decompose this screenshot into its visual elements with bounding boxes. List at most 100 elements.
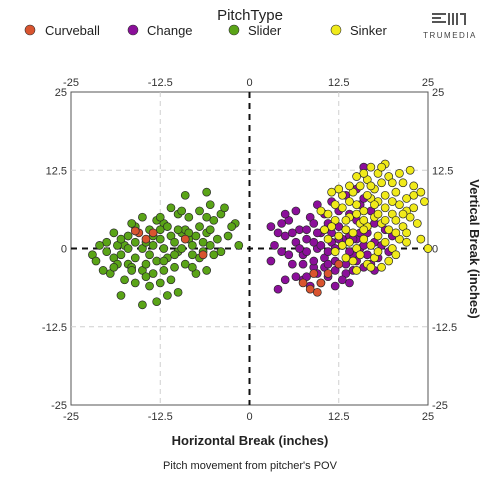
point-change: [291, 272, 301, 282]
y-tick-label-left: 25: [55, 87, 67, 99]
point-sinker: [362, 190, 372, 200]
point-slider: [123, 244, 133, 253]
brand-logo: TRUMEDIA: [423, 13, 475, 40]
point-slider: [234, 241, 244, 250]
point-sinker: [416, 234, 426, 244]
legend-marker-sinker: [330, 24, 342, 36]
point-sinker: [334, 231, 344, 241]
point-sinker: [409, 190, 419, 200]
point-sinker: [359, 225, 369, 235]
point-slider: [155, 278, 165, 288]
point-slider: [145, 250, 154, 260]
point-sinker: [373, 247, 383, 256]
point-slider: [102, 247, 112, 256]
point-sinker: [409, 203, 419, 213]
point-sinker: [395, 169, 404, 178]
point-sinker: [377, 162, 386, 172]
legend-item-slider[interactable]: Slider: [228, 23, 282, 38]
point-slider: [155, 212, 165, 222]
point-sinker: [320, 225, 329, 235]
trumedia-logo-icon: [432, 13, 466, 25]
point-change: [345, 278, 354, 288]
point-sinker: [384, 225, 394, 235]
point-slider: [163, 291, 172, 300]
point-curveball: [198, 250, 208, 260]
point-curveball: [148, 228, 158, 238]
point-sinker: [345, 181, 354, 191]
point-sinker: [398, 209, 408, 219]
point-sinker: [377, 178, 386, 188]
point-change: [277, 247, 286, 256]
point-sinker: [330, 200, 340, 210]
legend-item-change[interactable]: Change: [127, 23, 193, 38]
x-tick-label-top: -25: [63, 77, 79, 89]
point-slider: [163, 222, 172, 231]
y-tick-label-left: 12.5: [46, 165, 67, 177]
legend-item-sinker[interactable]: Sinker: [330, 23, 388, 38]
point-change: [291, 206, 301, 216]
legend: PitchType Curveball Change Slider Sinker: [24, 7, 388, 38]
point-change: [302, 234, 311, 244]
point-slider: [152, 297, 162, 307]
point-sinker: [387, 178, 397, 188]
point-slider: [173, 225, 183, 235]
y-tick-label-left: -12.5: [42, 322, 67, 334]
point-sinker: [337, 241, 347, 250]
point-slider: [170, 262, 179, 272]
point-slider: [202, 266, 212, 275]
point-slider: [170, 250, 179, 260]
point-slider: [91, 256, 101, 266]
point-sinker: [405, 165, 415, 175]
x-tick-label-bottom: 12.5: [328, 411, 349, 423]
point-sinker: [366, 181, 376, 191]
point-sinker: [352, 266, 361, 275]
y-tick-label-right: 12.5: [432, 165, 453, 177]
x-tick-label-top: 0: [246, 77, 252, 89]
point-sinker: [423, 244, 433, 253]
point-slider: [205, 225, 215, 235]
y-tick-label-right: -12.5: [432, 322, 457, 334]
point-sinker: [352, 172, 361, 181]
point-slider: [159, 256, 169, 266]
point-slider: [148, 241, 158, 250]
point-sinker: [345, 197, 354, 206]
point-slider: [148, 269, 158, 278]
point-sinker: [420, 197, 429, 206]
y-tick-label-right: -25: [432, 400, 448, 412]
point-change: [280, 231, 290, 241]
x-tick-label-top: 12.5: [328, 77, 349, 89]
point-slider: [195, 222, 204, 231]
point-slider: [98, 266, 108, 275]
point-slider: [188, 241, 197, 250]
point-slider: [95, 241, 104, 250]
point-sinker: [409, 181, 419, 191]
point-sinker: [327, 222, 336, 231]
point-slider: [120, 275, 129, 285]
point-change: [266, 222, 276, 231]
legend-item-curveball[interactable]: Curveball: [24, 23, 100, 38]
point-change: [273, 228, 283, 238]
point-slider: [220, 203, 229, 213]
point-sinker: [359, 215, 369, 225]
point-slider: [130, 278, 140, 288]
x-tick-label-top: 25: [422, 77, 434, 89]
point-slider: [170, 237, 179, 247]
point-sinker: [380, 215, 390, 225]
point-sinker: [316, 206, 326, 216]
point-slider: [141, 259, 151, 269]
point-slider: [216, 247, 226, 256]
point-sinker: [366, 162, 376, 172]
point-change: [302, 225, 311, 235]
chart-caption: Pitch movement from pitcher's POV: [163, 460, 338, 472]
point-sinker: [395, 200, 404, 210]
point-slider: [130, 237, 140, 247]
y-axis-title: Vertical Break (inches): [467, 179, 482, 318]
point-change: [280, 275, 290, 285]
point-sinker: [373, 231, 383, 241]
point-slider: [166, 275, 176, 285]
point-sinker: [330, 247, 340, 256]
point-change: [280, 209, 290, 219]
x-tick-label-bottom: -12.5: [148, 411, 173, 423]
point-sinker: [359, 234, 369, 244]
